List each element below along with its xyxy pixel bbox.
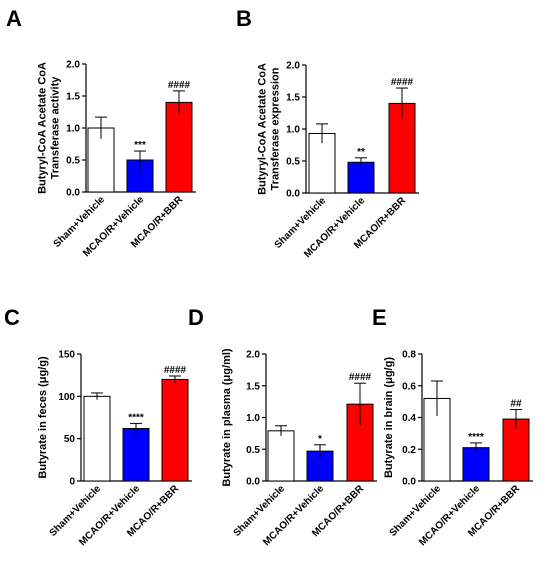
panel-label: B [236,6,252,31]
y-tick-label: 0.6 [402,381,416,392]
y-axis-title: Butyryl-CoA Acetate CoA [257,63,269,195]
y-tick-label: 2.0 [246,350,260,361]
panel-label: A [6,6,22,31]
bar-3 [161,378,189,482]
significance-label: ** [357,147,365,158]
y-tick-label: 0.5 [66,156,80,167]
y-axis-title: Butyrate in plasma (μg/ml) [221,348,233,486]
y-tick-label: 1.0 [66,124,80,135]
panel-label: D [188,305,204,330]
bar-2 [122,428,150,482]
y-tick-label: 0.2 [402,445,416,456]
y-tick-label: 0.0 [402,477,416,488]
significance-label: **** [468,432,484,443]
bar-1 [308,132,336,194]
y-axis-title: Transferase expression [270,67,282,190]
y-tick-label: 1.0 [246,413,260,424]
bar-3 [388,102,416,194]
bar-2 [347,161,375,194]
y-tick-label: 1.5 [66,92,80,103]
y-tick-label: 0.8 [402,350,416,361]
y-tick-label: 2.0 [66,60,80,71]
significance-label: #### [349,372,372,383]
panel-b: B Butyryl-CoA Acetate CoA Transferase expr… [236,6,419,260]
panel-label: E [372,305,387,330]
y-axis-title: Butyryl-CoA Acetate CoA [37,62,49,194]
significance-label: *** [134,140,146,151]
significance-label: #### [164,365,187,376]
significance-label: ## [510,399,522,410]
bar-1 [267,430,295,482]
y-tick-label: 150 [58,350,75,361]
y-axis-title: Butyrate in brain (μg/g) [383,357,395,478]
y-tick-label: 1.5 [246,381,260,392]
bar-3 [502,418,530,482]
y-tick-label: 0.0 [66,188,80,199]
bar-3 [165,101,193,193]
significance-label: **** [128,412,144,423]
y-tick-label: 0 [69,477,75,488]
y-tick-label: 100 [58,392,75,403]
y-tick-label: 50 [64,434,76,445]
panel-label: C [4,305,20,330]
bar-1 [83,395,111,482]
y-axis-title: Butyrate in feces (μg/g) [37,356,49,479]
y-tick-label: 0.4 [402,413,416,424]
y-tick-label: 1.0 [286,125,300,136]
y-tick-label: 2.0 [286,61,300,72]
significance-label: #### [168,80,191,91]
y-tick-label: 0.0 [246,477,260,488]
significance-label: #### [391,77,414,88]
y-tick-label: 0.5 [246,445,260,456]
y-tick-label: 0.5 [286,157,300,168]
y-tick-label: 0.0 [286,189,300,200]
panel-d: D Butyrate in plasma (μg/ml) 0.0 0.5 1.0 1.5 2… [188,305,377,548]
panel-e: E Butyrate in brain (μg/g) 0.0 0.2 0.4 0.6 0.8… [372,305,533,548]
panel-a: A Butyryl-CoA Acetate CoA Transferase acti… [6,6,196,259]
y-axis-title: Transferase activity [50,76,62,180]
y-tick-label: 1.5 [286,93,300,104]
bar-2 [462,447,490,482]
significance-label: * [318,434,322,445]
